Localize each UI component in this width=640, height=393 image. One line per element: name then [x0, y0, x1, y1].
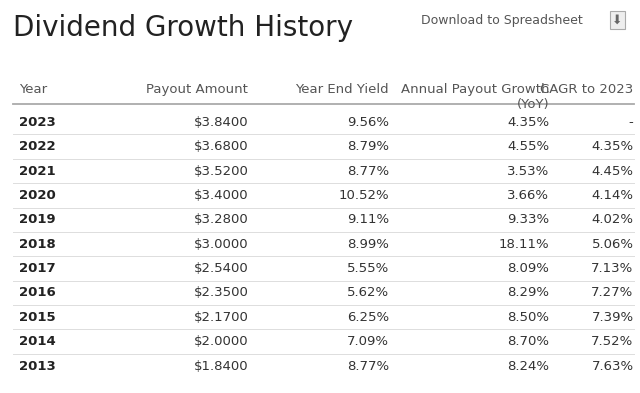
- Text: CAGR to 2023: CAGR to 2023: [540, 83, 634, 95]
- Text: 8.70%: 8.70%: [507, 335, 549, 348]
- Text: 2020: 2020: [19, 189, 56, 202]
- Text: 4.14%: 4.14%: [591, 189, 634, 202]
- Text: 8.29%: 8.29%: [507, 286, 549, 299]
- Text: 6.25%: 6.25%: [347, 311, 389, 324]
- Text: 2013: 2013: [19, 360, 56, 373]
- Text: 5.06%: 5.06%: [591, 238, 634, 251]
- Text: 3.66%: 3.66%: [507, 189, 549, 202]
- Text: $1.8400: $1.8400: [194, 360, 248, 373]
- Text: 7.52%: 7.52%: [591, 335, 634, 348]
- Text: Dividend Growth History: Dividend Growth History: [13, 14, 353, 42]
- Text: $3.8400: $3.8400: [194, 116, 248, 129]
- Text: 7.13%: 7.13%: [591, 262, 634, 275]
- Text: 7.27%: 7.27%: [591, 286, 634, 299]
- Text: $2.1700: $2.1700: [193, 311, 248, 324]
- Text: 2022: 2022: [19, 140, 56, 153]
- Text: 8.99%: 8.99%: [348, 238, 389, 251]
- Text: $2.3500: $2.3500: [193, 286, 248, 299]
- Text: ⬇: ⬇: [612, 14, 623, 27]
- Text: 2017: 2017: [19, 262, 56, 275]
- Text: $2.0000: $2.0000: [194, 335, 248, 348]
- Text: 4.45%: 4.45%: [591, 165, 634, 178]
- Text: 2019: 2019: [19, 213, 56, 226]
- Text: 2018: 2018: [19, 238, 56, 251]
- Text: $3.6800: $3.6800: [194, 140, 248, 153]
- Text: 8.77%: 8.77%: [347, 360, 389, 373]
- Text: 3.53%: 3.53%: [507, 165, 549, 178]
- Text: 10.52%: 10.52%: [339, 189, 389, 202]
- Text: $3.5200: $3.5200: [193, 165, 248, 178]
- Text: Annual Payout Growth
(YoY): Annual Payout Growth (YoY): [401, 83, 549, 110]
- Text: 4.02%: 4.02%: [591, 213, 634, 226]
- Text: $3.0000: $3.0000: [194, 238, 248, 251]
- Text: 9.56%: 9.56%: [347, 116, 389, 129]
- Text: Year End Yield: Year End Yield: [296, 83, 389, 95]
- Text: 2023: 2023: [19, 116, 56, 129]
- Text: 7.09%: 7.09%: [347, 335, 389, 348]
- Text: 5.55%: 5.55%: [347, 262, 389, 275]
- Text: Year: Year: [19, 83, 47, 95]
- Text: 2014: 2014: [19, 335, 56, 348]
- Text: Payout Amount: Payout Amount: [147, 83, 248, 95]
- Text: $3.2800: $3.2800: [193, 213, 248, 226]
- Text: 7.63%: 7.63%: [591, 360, 634, 373]
- Text: 8.24%: 8.24%: [507, 360, 549, 373]
- Text: 8.50%: 8.50%: [507, 311, 549, 324]
- Text: 8.09%: 8.09%: [508, 262, 549, 275]
- Text: 2015: 2015: [19, 311, 56, 324]
- Text: 8.79%: 8.79%: [347, 140, 389, 153]
- Text: 8.77%: 8.77%: [347, 165, 389, 178]
- Text: 4.35%: 4.35%: [507, 116, 549, 129]
- Text: 2021: 2021: [19, 165, 56, 178]
- Text: 9.33%: 9.33%: [507, 213, 549, 226]
- Text: 4.55%: 4.55%: [507, 140, 549, 153]
- Text: 9.11%: 9.11%: [347, 213, 389, 226]
- Text: 18.11%: 18.11%: [499, 238, 549, 251]
- Text: -: -: [629, 116, 634, 129]
- Text: $3.4000: $3.4000: [194, 189, 248, 202]
- Text: $2.5400: $2.5400: [193, 262, 248, 275]
- Text: Download to Spreadsheet: Download to Spreadsheet: [420, 14, 582, 27]
- Text: 2016: 2016: [19, 286, 56, 299]
- Text: 5.62%: 5.62%: [347, 286, 389, 299]
- Text: 4.35%: 4.35%: [591, 140, 634, 153]
- Text: 7.39%: 7.39%: [591, 311, 634, 324]
